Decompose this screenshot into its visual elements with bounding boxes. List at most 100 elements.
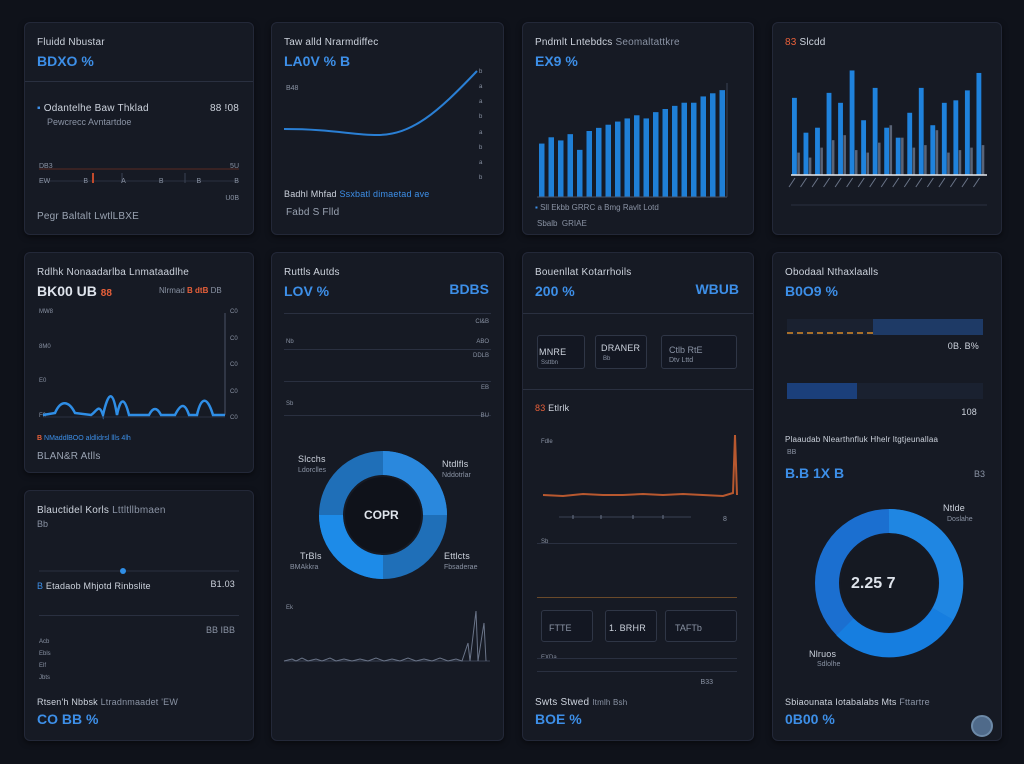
donut-label-sub: Sdlolhe — [817, 661, 841, 668]
metric-box-label: DRANER — [601, 343, 641, 353]
section-sub: BB — [787, 449, 797, 456]
bar — [548, 137, 554, 197]
bar — [672, 105, 678, 197]
axis-mid-label: 5U — [230, 163, 239, 170]
bar-secondary — [981, 145, 985, 175]
card-wave-chart: Rdlhk Nonaadarlba Lnmataadlhe BK00 UB 88… — [24, 252, 254, 473]
bar-secondary — [901, 137, 904, 175]
divider — [523, 389, 753, 390]
card-value: BK00 UB 88 — [37, 283, 112, 299]
right-axis: C0 C0 C0 C0 C0 — [230, 309, 238, 421]
metric-box[interactable] — [605, 610, 657, 642]
right-axis-tick: EB — [480, 385, 489, 391]
donut-chart — [815, 508, 964, 658]
bar — [558, 140, 564, 197]
bar-secondary — [854, 150, 858, 175]
help-button[interactable] — [971, 715, 993, 737]
right-axis-tick: Cl&B — [475, 319, 489, 325]
y-axis-tick: Elf — [39, 663, 47, 669]
metric-box[interactable] — [595, 335, 647, 369]
grid-line — [284, 415, 491, 416]
x-tick — [961, 177, 969, 188]
x-tick — [823, 177, 831, 188]
svg-text:8: 8 — [723, 516, 727, 523]
paired-bar-chart — [788, 70, 987, 206]
grid-line — [284, 349, 491, 350]
donut-center-label: 2.25 7 — [851, 575, 896, 592]
axis-low-label: U0B — [225, 195, 239, 202]
card-value: LA0V % B — [284, 53, 351, 69]
card-footer: Rtsen'h Nbbsk Ltradnmaadet 'EW — [37, 697, 179, 707]
bar — [577, 149, 583, 197]
divider — [537, 597, 737, 598]
card-value: B0O9 % — [785, 283, 838, 299]
bar — [662, 109, 668, 197]
left-axis-tick: 8M0 — [39, 343, 51, 350]
bar-primary — [826, 92, 832, 175]
bar-secondary — [912, 147, 916, 175]
metric-box[interactable] — [537, 335, 585, 369]
left-axis-tick: Nb — [286, 339, 294, 345]
card-title: Fluidd Nbustar — [37, 37, 105, 48]
card-title: Taw alld Nrarmdiffec — [284, 37, 379, 48]
card-blue-dot: Blauctidel Korls Lttltllbmaen Bb B Etada… — [24, 490, 254, 741]
right-axis: b a a b a b a b — [479, 69, 482, 181]
right-axis-tick: C0 — [230, 388, 238, 395]
bar-secondary — [947, 152, 950, 175]
bar — [615, 121, 621, 197]
x-tick — [973, 177, 980, 188]
bar — [691, 102, 697, 197]
metric-box[interactable] — [541, 610, 593, 642]
orange-line-chart: 8 — [542, 434, 738, 523]
chart-legend: ▪ Sll Ekbb GRRC a Bmg Ravlt Lotd — [535, 203, 659, 212]
right-value: BB IBB — [205, 625, 235, 635]
x-tick — [949, 177, 957, 188]
bar-secondary — [866, 152, 870, 175]
bar-secondary — [935, 130, 939, 175]
right-axis-tick: a — [479, 99, 483, 106]
footer-label: Badhl Mhfad Ssxbatl dimaetad ave — [284, 189, 430, 199]
card-badge: 83 — [785, 37, 797, 48]
sparkline — [283, 610, 490, 662]
tick-label: B — [234, 178, 239, 185]
axis-top-label: DB3 — [39, 163, 53, 170]
bar-primary — [930, 125, 936, 175]
tick-label: B — [196, 178, 202, 185]
donut-segment — [888, 508, 964, 620]
right-axis-tick: DDLB — [472, 353, 489, 359]
progress-fill — [873, 319, 983, 335]
metric-box-label: MNRE — [539, 347, 567, 357]
footer-link[interactable]: Ssxbatl dimaetad ave — [339, 189, 430, 199]
bar — [567, 134, 573, 197]
right-axis-tick: b — [479, 144, 483, 151]
right-axis-tick: C0 — [230, 415, 238, 421]
bar — [586, 131, 592, 197]
bar-primary — [792, 97, 797, 175]
bar-secondary — [924, 145, 927, 175]
section-heading: Plaaudab Nlearthnfluk Hhelr ltgtjeunalla… — [785, 435, 939, 444]
bar — [605, 124, 611, 197]
card-title: Obodaal Nthaxlaalls — [785, 267, 879, 278]
metric-box[interactable] — [665, 610, 737, 642]
progress-bar-1 — [787, 319, 983, 335]
orange-series-line — [542, 434, 738, 498]
right-axis-tick: b — [479, 174, 483, 181]
bar-secondary — [970, 147, 973, 175]
bottom-badge: B33 — [700, 679, 713, 686]
card-title: Rdlhk Nonaadarlba Lnmataadlhe — [37, 267, 190, 278]
right-axis-tick: a — [479, 159, 483, 166]
donut-label-sub: BMAkkra — [290, 564, 319, 571]
sparkline-series — [283, 610, 487, 662]
bar-secondary — [820, 147, 823, 175]
bar-primary — [907, 112, 913, 175]
card-bar-chart: Pndmlt Lntebdcs Seomaltattkre EX9 % ▪ Sl… — [522, 22, 754, 235]
bar — [681, 102, 687, 197]
metric-box[interactable] — [661, 335, 737, 369]
card-title: Blauctidel Korls Lttltllbmaen — [37, 505, 166, 516]
x-tick — [811, 177, 819, 188]
y-axis-tick: Acb — [39, 639, 50, 645]
card-donut-tall: Ruttls Autds LOV % BDBS Cl&B ABO DDLB Nb… — [271, 252, 504, 741]
card-footer: BLAN&R Atlls — [37, 451, 101, 462]
trend-line-chart — [283, 70, 478, 137]
right-axis-tick: b — [479, 114, 483, 121]
